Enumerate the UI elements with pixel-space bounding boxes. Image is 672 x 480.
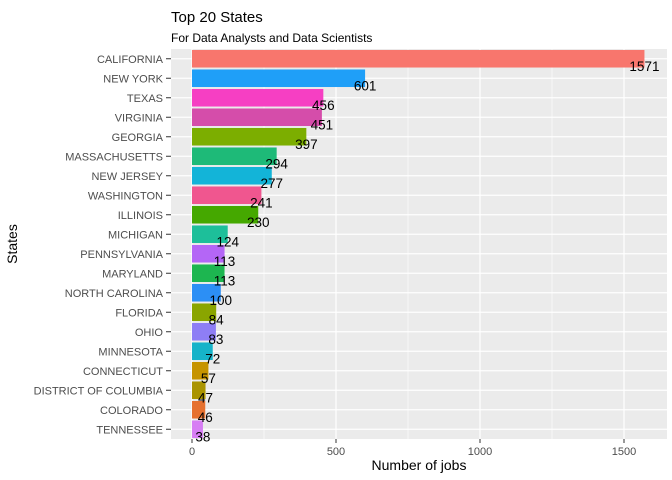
bar-connecticut (192, 361, 209, 380)
x-tick-label: 1000 (468, 446, 492, 458)
x-tick-label: 1500 (612, 446, 636, 458)
value-label: 113 (214, 273, 236, 288)
value-label: 601 (354, 78, 377, 93)
bar-massachusetts (192, 147, 277, 166)
value-label: 113 (214, 254, 236, 269)
y-axis-title: States (4, 224, 20, 264)
value-label: 46 (198, 410, 213, 425)
y-tick-label: GEORGIA (112, 132, 164, 144)
y-tick-label: TEXAS (127, 93, 163, 105)
value-label: 124 (216, 234, 239, 249)
bar-minnesota (192, 342, 213, 361)
value-label: 451 (311, 117, 334, 132)
y-tick-label: OHIO (135, 327, 164, 339)
value-label: 241 (250, 195, 273, 210)
value-label: 84 (209, 312, 225, 327)
bar-pennsylvania (192, 244, 225, 263)
value-label: 230 (247, 215, 270, 230)
chart-title: Top 20 States (171, 9, 263, 26)
bar-colorado (192, 400, 206, 419)
bar-maryland (192, 264, 225, 283)
bar-texas (192, 88, 324, 107)
value-labels: 1571 601 456 451 397 294 277 241 230 124 113 113 100… (195, 59, 659, 445)
bar-tennessee (192, 420, 203, 439)
y-tick-label: NEW JERSEY (91, 171, 163, 183)
y-tick-label: TENNESSEE (96, 424, 163, 436)
bar-michigan (192, 225, 228, 244)
bar-north-carolina (192, 283, 221, 302)
y-tick-labels: CALIFORNIA NEW YORK TEXAS VIRGINIA GEORGIA MA… (34, 54, 171, 436)
y-tick-label: CALIFORNIA (97, 54, 164, 66)
y-tick-label: PENNSYLVANIA (80, 249, 163, 261)
value-label: 397 (295, 137, 318, 152)
value-label: 100 (210, 293, 233, 308)
x-tick-label: 0 (189, 446, 195, 458)
value-label: 57 (201, 371, 216, 386)
bar-district-of-columbia (192, 381, 206, 400)
value-label: 456 (312, 98, 335, 113)
y-tick-label: CONNECTICUT (83, 366, 163, 378)
y-tick-label: MINNESOTA (98, 346, 163, 358)
y-tick-label: MARYLAND (102, 268, 163, 280)
value-label: 38 (195, 429, 210, 444)
y-tick-label: VIRGINIA (115, 112, 164, 124)
bar-california (192, 49, 645, 68)
value-label: 277 (261, 176, 284, 191)
y-tick-label: DISTRICT OF COLUMBIA (34, 385, 164, 397)
plot-panel (171, 49, 667, 439)
bar-florida (192, 303, 217, 322)
x-axis-title: Number of jobs (372, 457, 467, 473)
value-label: 1571 (629, 59, 659, 74)
y-tick-label: NORTH CAROLINA (65, 288, 164, 300)
x-tick-label: 500 (327, 446, 345, 458)
y-tick-label: COLORADO (100, 405, 163, 417)
value-label: 83 (208, 332, 223, 347)
bars (192, 49, 645, 439)
value-label: 294 (265, 156, 288, 171)
bar-virginia (192, 108, 322, 127)
y-tick-label: WASHINGTON (88, 190, 163, 202)
bar-new-jersey (192, 166, 272, 185)
y-tick-label: MICHIGAN (108, 229, 163, 241)
bar-illinois (192, 205, 259, 224)
y-tick-label: ILLINOIS (118, 210, 163, 222)
x-tick-labels: 0 500 1000 1500 (189, 439, 636, 458)
y-tick-label: MASSACHUSETTS (65, 151, 163, 163)
bar-georgia (192, 127, 307, 146)
chart-subtitle: For Data Analysts and Data Scientists (171, 31, 372, 45)
value-label: 72 (205, 351, 220, 366)
y-tick-label: FLORIDA (115, 307, 163, 319)
bar-new-york (192, 69, 366, 88)
bar-ohio (192, 322, 216, 341)
y-tick-label: NEW YORK (103, 73, 163, 85)
value-label: 47 (198, 390, 213, 405)
bar-washington (192, 186, 262, 205)
